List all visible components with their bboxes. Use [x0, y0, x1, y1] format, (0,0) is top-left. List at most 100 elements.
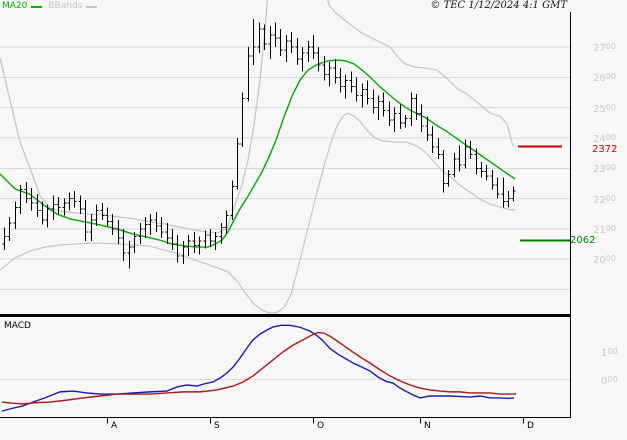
axes: [0, 12, 571, 424]
ohlc-bar: [24, 181, 29, 204]
panel-separator: [0, 314, 571, 317]
price-axis-label-sup: 00: [605, 132, 616, 142]
ohlc-bar: [143, 216, 148, 239]
ohlc-bar: [387, 101, 392, 126]
ohlc-bar: [132, 231, 137, 254]
ohlc-bar: [224, 210, 229, 234]
ohlc-bar: [479, 162, 484, 178]
chart-legend: MA20 BBands: [2, 1, 103, 12]
price-axis-label: 2700: [593, 42, 616, 54]
ohlc-bar: [278, 28, 283, 57]
ohlc-bar: [165, 222, 170, 245]
ohlc-bar: [94, 204, 99, 226]
ohlc-bar: [121, 228, 126, 261]
ohlc-bar: [56, 197, 61, 214]
ohlc-bar: [154, 212, 159, 232]
price-axis-label-sup: 00: [605, 72, 616, 82]
ohlc-bar: [322, 56, 327, 81]
ohlc-bar: [468, 140, 473, 160]
macd-axis-label-sup: 00: [607, 347, 618, 356]
ohlc-bar: [159, 216, 164, 239]
ohlc-bar: [203, 230, 208, 249]
ohlc-bar: [436, 137, 441, 160]
ohlc-bar: [240, 92, 245, 148]
price-axis-label-sup: 00: [605, 102, 616, 112]
price-axis-label-sup: 00: [605, 193, 616, 203]
ohlc-bar: [192, 231, 197, 254]
price-axis-label: 2600: [593, 72, 616, 85]
ohlc-bar: [83, 200, 88, 242]
ohlc-bar: [78, 195, 83, 214]
ma20-label: MA20: [2, 1, 28, 11]
ohlc-bar: [51, 195, 56, 220]
ohlc-bar: [452, 153, 457, 178]
price-axis-label: 2400: [593, 132, 616, 145]
ohlc-bar: [105, 207, 110, 226]
ohlc-bar: [186, 234, 191, 257]
ohlc-bars: [2, 19, 516, 269]
ohlc-bar: [170, 228, 175, 251]
month-label-A: A: [111, 421, 118, 431]
ohlc-bar: [246, 47, 251, 102]
gridlines: [0, 46, 571, 380]
ohlc-bar: [306, 40, 311, 63]
month-label-O: O: [317, 421, 325, 431]
month-label-D: D: [527, 421, 534, 431]
ohlc-bar: [371, 89, 376, 114]
ohlc-bar: [425, 116, 430, 141]
price-axis-label: 2000: [593, 254, 616, 267]
ohlc-bar: [262, 24, 267, 51]
price-axis-label-sup: 00: [605, 254, 616, 264]
ohlc-bar: [197, 236, 202, 255]
ohlc-bar: [327, 62, 332, 87]
ohlc-bar: [295, 37, 300, 66]
ohlc-bar: [365, 80, 370, 105]
ohlc-bar: [13, 201, 18, 229]
legend-item-ma20: MA20: [2, 1, 43, 12]
ohlc-bar: [495, 177, 500, 199]
price-axis-label-sup: 00: [605, 42, 616, 51]
ohlc-bar: [430, 125, 435, 154]
ohlc-bar: [268, 25, 273, 60]
macd-axis-label: 000: [601, 374, 618, 387]
ohlc-bar: [67, 192, 72, 211]
ohlc-bar: [446, 169, 451, 187]
ohlc-bar: [316, 47, 321, 72]
legend-item-bbands: BBands: [48, 1, 98, 12]
ohlc-bar: [284, 34, 289, 63]
ohlc-bar: [343, 74, 348, 99]
ma20-line: [0, 59, 516, 248]
price-axis-label-sup: 00: [605, 163, 616, 173]
ohlc-bar: [409, 92, 414, 126]
ohlc-bar: [175, 234, 180, 263]
ohlc-bar: [219, 222, 224, 245]
ohlc-bar: [441, 150, 446, 193]
ohlc-bar: [40, 201, 45, 225]
ohlc-bar: [457, 145, 462, 172]
ohlc-bar: [35, 194, 40, 217]
ohlc-bar: [333, 59, 338, 84]
bollinger-lower-line: [0, 112, 516, 314]
ohlc-bar: [349, 71, 354, 93]
ohlc-bar: [89, 213, 94, 242]
ohlc-bar: [208, 228, 213, 248]
macd-axis-label-sup: 00: [607, 374, 618, 384]
ohlc-bar: [7, 216, 12, 242]
ohlc-bar: [181, 241, 186, 264]
ohlc-bar: [116, 219, 121, 245]
support-price-label: 2062: [570, 235, 596, 247]
ohlc-bar: [419, 104, 424, 132]
macd-signal-line: [1, 331, 516, 405]
ohlc-bar: [45, 204, 50, 228]
ohlc-bar: [376, 95, 381, 120]
price-axis-label: 2300: [593, 163, 616, 176]
price-axis-label: 2200: [593, 193, 616, 206]
bollinger-upper-line: [0, 0, 514, 234]
ohlc-bar: [403, 115, 408, 128]
ohlc-bar: [511, 186, 516, 202]
bbands-label: BBands: [48, 1, 83, 11]
copyright-text: © TEC 1/12/2024 4:1 GMT: [430, 0, 567, 11]
ohlc-bar: [235, 137, 240, 190]
ohlc-bar: [354, 77, 359, 102]
